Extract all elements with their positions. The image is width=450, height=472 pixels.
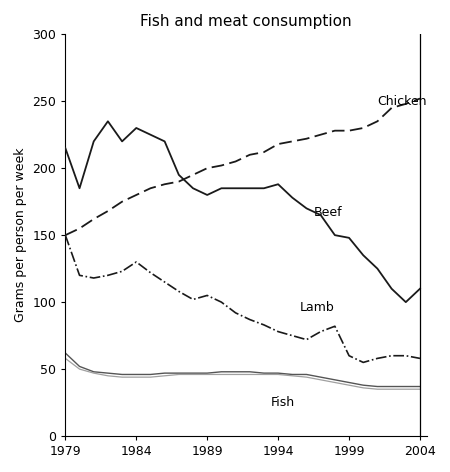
Title: Fish and meat consumption: Fish and meat consumption <box>140 14 352 29</box>
Text: Fish: Fish <box>271 396 295 409</box>
Text: Beef: Beef <box>314 206 342 219</box>
Y-axis label: Grams per person per week: Grams per person per week <box>14 148 27 322</box>
Text: Lamb: Lamb <box>299 301 334 314</box>
Text: Chicken: Chicken <box>378 95 427 108</box>
